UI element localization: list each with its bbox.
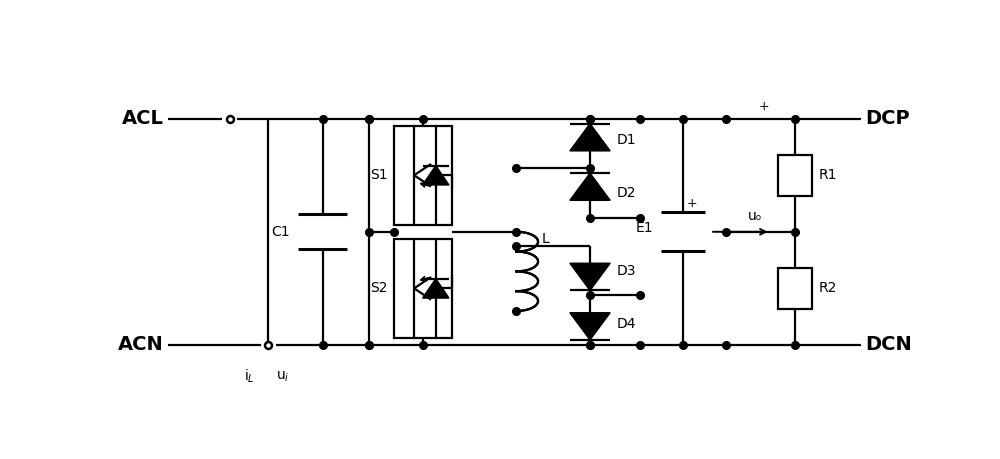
- Text: D4: D4: [616, 317, 636, 330]
- Bar: [778, 155, 812, 196]
- Text: D2: D2: [616, 186, 636, 200]
- Bar: [778, 268, 812, 308]
- Text: C1: C1: [271, 225, 290, 239]
- Polygon shape: [570, 123, 610, 151]
- Bar: [394, 126, 452, 225]
- Polygon shape: [423, 166, 449, 185]
- Polygon shape: [570, 173, 610, 200]
- Polygon shape: [570, 313, 610, 340]
- Text: S2: S2: [371, 281, 388, 295]
- Text: uₒ: uₒ: [748, 209, 762, 223]
- Text: DCN: DCN: [865, 336, 912, 354]
- Text: D3: D3: [616, 263, 636, 278]
- Polygon shape: [570, 263, 610, 291]
- Text: R1: R1: [819, 168, 837, 182]
- Text: DCP: DCP: [865, 109, 910, 128]
- Text: E1: E1: [636, 221, 654, 235]
- Text: +: +: [759, 100, 770, 113]
- Bar: [394, 239, 452, 338]
- Polygon shape: [423, 279, 449, 298]
- Text: R2: R2: [819, 281, 837, 295]
- Text: ACL: ACL: [122, 109, 164, 128]
- Text: +: +: [687, 197, 698, 210]
- Text: S1: S1: [370, 168, 388, 182]
- Text: D1: D1: [616, 133, 636, 147]
- Text: u$_i$: u$_i$: [276, 369, 289, 384]
- Text: ACN: ACN: [118, 336, 164, 354]
- Text: i$_L$: i$_L$: [244, 368, 254, 386]
- Text: L: L: [541, 232, 549, 246]
